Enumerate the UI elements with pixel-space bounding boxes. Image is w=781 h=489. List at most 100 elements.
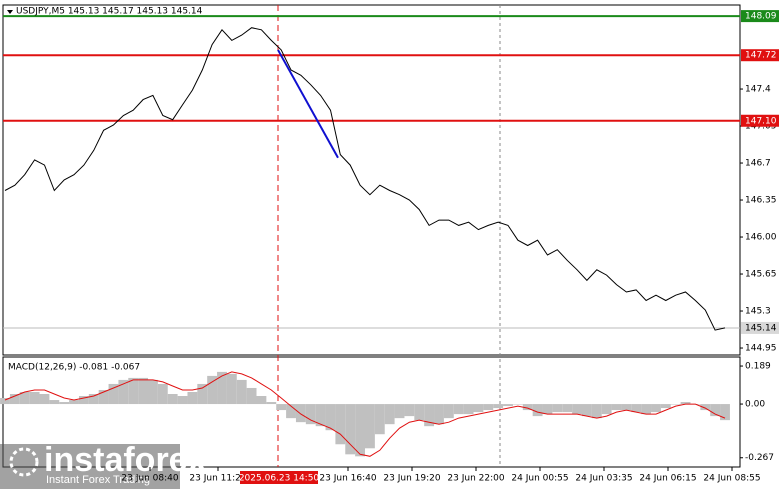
macd-bar [217,371,227,405]
macd-bar [88,394,99,405]
macd-bar [700,404,711,411]
x-tick-label: 23 Jun 19:20 [383,474,440,484]
brand: instaforex [44,441,207,479]
macd-bar [611,404,622,411]
x-tick-label: 24 Jun 06:15 [639,474,696,484]
macd-bar [473,404,484,413]
macd-bar [325,404,336,431]
macd-bar [276,404,287,411]
y-tick-label: 145.3 [745,307,771,317]
macd-bar [463,404,474,415]
x-tick-label: 24 Jun 00:55 [511,474,568,484]
macd-bar [0,398,10,405]
y-tick-label: 0.189 [745,362,771,372]
macd-bar [512,404,523,405]
level-label: 147.72 [745,51,777,61]
x-tick-label: 23 Jun 22:00 [447,474,504,484]
macd-bar [414,404,425,421]
x-tick-label: 23 Jun 11:20 [189,474,246,484]
level-box [741,114,779,127]
macd-bar [404,404,415,417]
macd-bar [591,404,602,419]
watermark: instaforex Instant Forex Trading [0,441,207,489]
macd-bar [434,404,444,425]
y-tick-label: 146.00 [745,233,777,243]
macd-bar [226,373,237,405]
marker-label-box [240,471,318,484]
macd-bar [9,394,20,405]
watermark-bg [0,444,180,489]
macd-bar [374,404,385,435]
macd-bar [443,404,454,419]
y-tick-label: 144.95 [745,344,777,354]
macd-bar [19,391,30,405]
macd-bar [503,404,513,407]
trend-line [277,49,339,159]
y-tick-label: 145.65 [745,270,777,280]
marker-label: 2025.06.23 14:50 [239,474,320,484]
macd-bar [138,377,149,405]
macd-bar [680,402,691,405]
macd-bar [49,400,60,405]
macd-bar [621,404,632,411]
macd-bar [562,404,573,413]
macd-bar [207,375,218,405]
macd-bar [522,404,533,411]
macd-bar [59,402,70,405]
y-tick-label: 146.35 [745,196,777,206]
macd-bar [493,404,504,409]
tagline: Instant Forex Trading [46,474,150,486]
macd-bar [631,404,642,413]
macd-bar [572,404,582,415]
macd-bar [39,394,50,405]
current-price-label: 145.14 [745,323,777,333]
macd-bar [720,404,730,421]
level-box [741,10,779,23]
y-tick-label: -0.267 [745,453,774,463]
macd-bar [315,404,326,427]
logo-icon [9,447,39,477]
macd-bar [118,379,129,405]
macd-bar [108,383,119,405]
macd-bar [286,404,296,419]
macd-bar [651,404,661,413]
macd-bar [236,379,247,405]
signal-line [4,371,726,457]
price-title: USDJPY,M5 145.13 145.17 145.13 145.14 [16,7,203,17]
macd-bar [29,391,40,405]
macd-bar [355,404,365,457]
macd-bar [128,377,139,405]
macd-bar [483,404,494,411]
x-tick-label: 24 Jun 08:55 [703,474,760,484]
macd-bar [532,404,543,417]
macd-bar [305,404,316,425]
macd-bar [365,404,375,449]
y-tick-label: 147.4 [745,85,771,95]
level-label: 148.09 [745,12,777,22]
macd-title: MACD(12,26,9) -0.081 -0.067 [8,363,140,373]
current-price-box [741,321,779,334]
macd-bar [98,389,109,405]
price-line [4,27,726,331]
x-tick-label: 24 Jun 03:35 [575,474,632,484]
macd-bar [197,383,208,405]
macd-bar [552,404,563,413]
macd-bar [157,383,168,405]
macd-bar [581,404,592,417]
macd-bar [345,404,356,455]
macd-bar [148,379,158,405]
x-tick-label: 23 Jun 08:40 [121,474,178,484]
macd-bar [542,404,553,415]
x-tick-label: 23 Jun 16:40 [319,474,376,484]
y-tick-label: 0.00 [745,400,765,410]
macd-bar [710,404,721,417]
macd-bar [660,404,671,409]
macd-bar [78,396,89,405]
macd-bar [266,402,277,405]
menu-arrow [7,10,13,14]
macd-bar [246,387,257,405]
level-label: 147.10 [745,116,777,126]
macd-bar [167,394,178,405]
price-panel [2,4,741,356]
